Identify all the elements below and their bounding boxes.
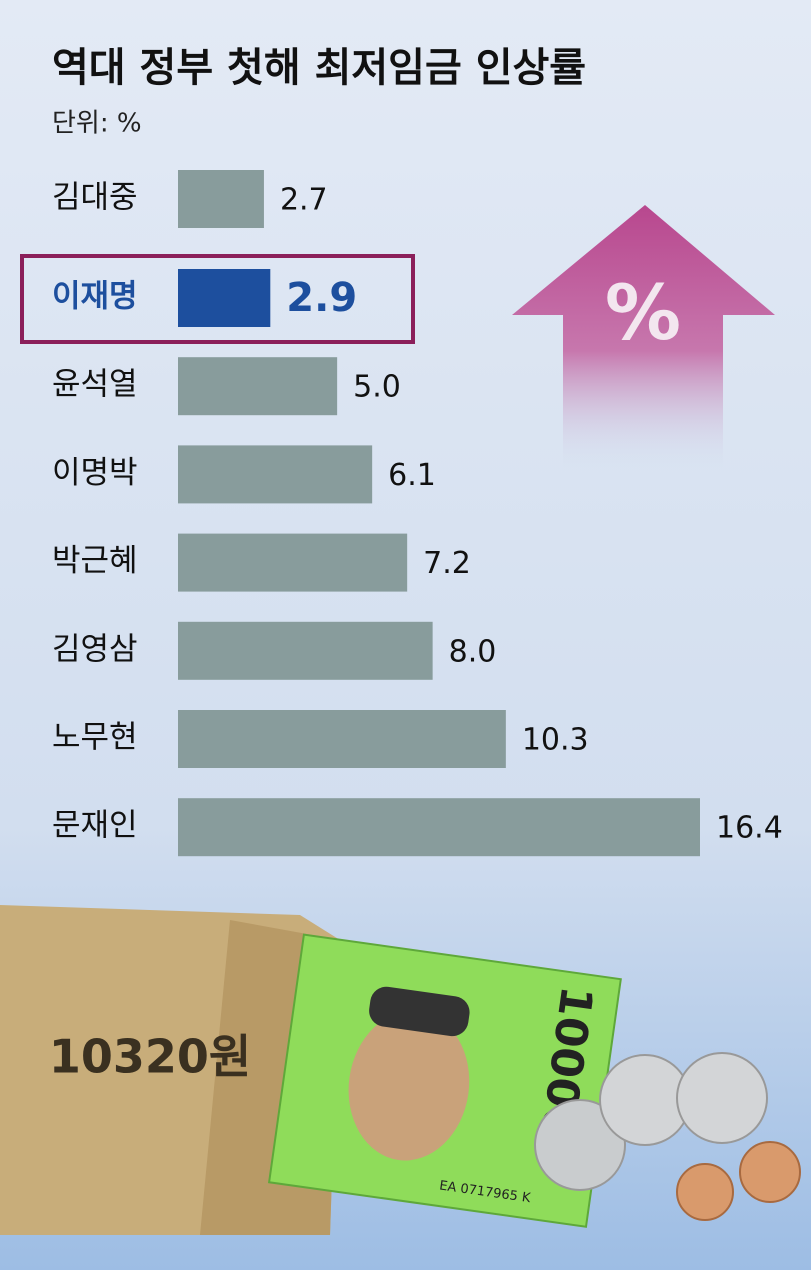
category-label: 김영삼 bbox=[52, 631, 138, 667]
value-label: 6.1 bbox=[388, 458, 436, 493]
bar bbox=[178, 621, 433, 680]
arrow-label: % bbox=[605, 268, 681, 357]
envelope-label: 10320원 bbox=[49, 1030, 251, 1084]
coin bbox=[534, 1099, 626, 1191]
arrow bbox=[512, 205, 775, 470]
bar bbox=[178, 710, 506, 768]
chart-title: 역대 정부 첫해 최저임금 인상률 bbox=[52, 45, 586, 91]
value-label: 2.7 bbox=[280, 183, 328, 218]
bar bbox=[178, 533, 408, 592]
coin bbox=[739, 1141, 801, 1203]
highlight-box bbox=[20, 254, 415, 344]
bar bbox=[178, 445, 373, 504]
illustration: 10320원 10000 EA 0717965 K bbox=[0, 905, 801, 1235]
bar bbox=[178, 170, 264, 228]
category-label: 박근혜 bbox=[52, 543, 138, 579]
value-label: 16.4 bbox=[716, 811, 783, 846]
value-label: 2.9 bbox=[286, 275, 357, 321]
value-label: 10.3 bbox=[522, 723, 589, 758]
category-label: 이명박 bbox=[52, 455, 138, 491]
category-label: 노무현 bbox=[52, 720, 138, 756]
banknote: 10000 EA 0717965 K bbox=[267, 933, 622, 1228]
value-label: 7.2 bbox=[423, 546, 471, 581]
coin bbox=[676, 1052, 768, 1144]
coin bbox=[676, 1163, 734, 1221]
value-label: 8.0 bbox=[449, 634, 497, 669]
category-label: 문재인 bbox=[52, 808, 138, 844]
bar bbox=[178, 798, 700, 857]
category-label: 이재명 bbox=[52, 279, 138, 315]
bar bbox=[178, 269, 271, 327]
category-label: 윤석열 bbox=[52, 367, 138, 403]
category-label: 김대중 bbox=[52, 180, 138, 216]
bars: 김대중 2.7 이재명 2.9 윤석열 5.0 이명박 6.1 박근혜 7.2 김영삼 8.0 노무현 1… bbox=[52, 170, 783, 857]
portrait-hat bbox=[369, 986, 470, 1037]
bar bbox=[178, 357, 338, 416]
subtitle: 단위: % bbox=[52, 109, 142, 139]
value-label: 5.0 bbox=[353, 370, 401, 405]
portrait bbox=[348, 1010, 470, 1161]
